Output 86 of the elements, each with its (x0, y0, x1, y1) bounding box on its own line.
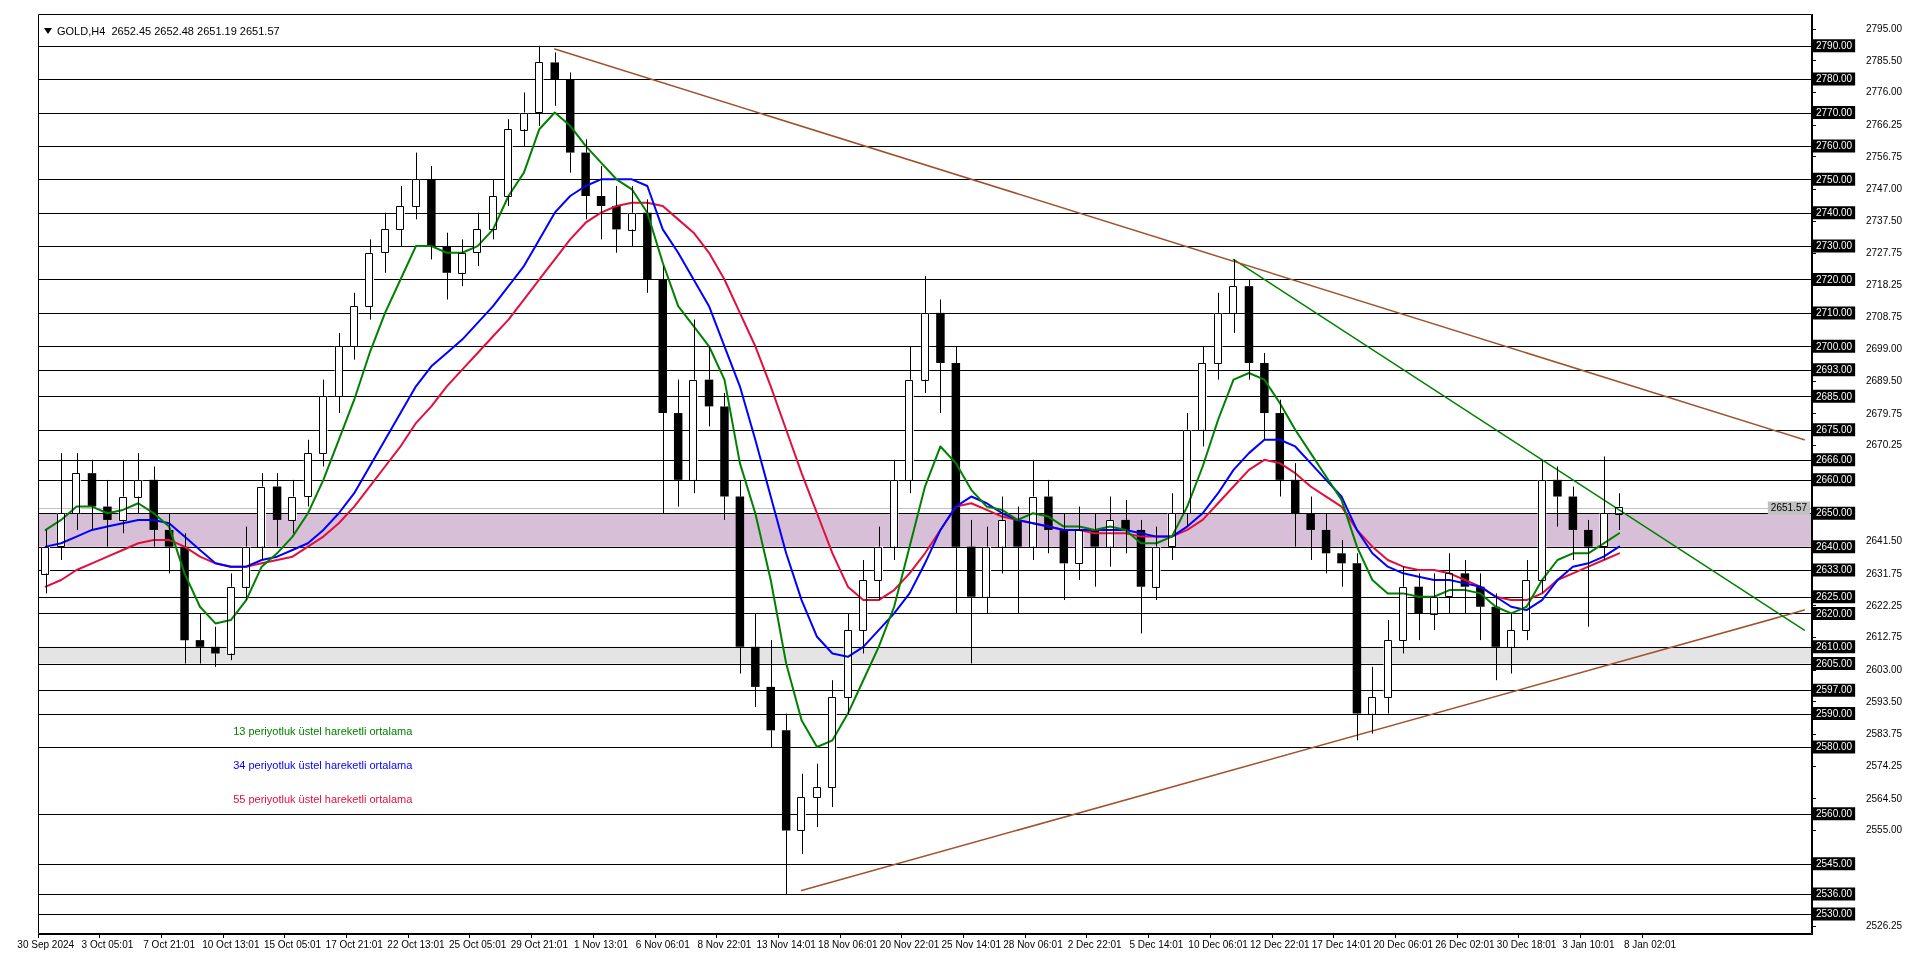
ref-line-label: 2660.00 (1816, 474, 1853, 486)
ref-line-label: 2693.00 (1816, 363, 1853, 375)
y-tick-label: 2603.00 (1866, 663, 1903, 675)
y-tick-label: 2718.25 (1866, 279, 1903, 291)
y-tick-label: 2747.00 (1866, 183, 1903, 195)
x-tick-label: 26 Dec 02:01 (1435, 938, 1496, 950)
y-tick-label: 2564.50 (1866, 792, 1903, 804)
y-tick-label: 2708.75 (1866, 310, 1903, 322)
x-tick-label: 30 Dec 18:01 (1496, 938, 1557, 950)
y-tick-label: 2737.50 (1866, 214, 1903, 226)
ref-line-label: 2625.00 (1816, 590, 1853, 602)
x-tick-label: 13 Nov 14:01 (756, 938, 817, 950)
ref-line-label: 2620.00 (1816, 607, 1853, 619)
ref-line-label: 2536.00 (1816, 888, 1853, 900)
ref-line-label: 2605.00 (1816, 657, 1853, 669)
ref-line-label: 2740.00 (1816, 206, 1853, 218)
y-tick-label: 2583.75 (1866, 728, 1903, 740)
ref-line-label: 2666.00 (1816, 454, 1853, 466)
ref-line-label: 2640.00 (1816, 540, 1853, 552)
x-tick-label: 8 Nov 22:01 (697, 938, 752, 950)
ref-line-label: 2650.00 (1816, 507, 1853, 519)
y-tick-label: 2612.75 (1866, 631, 1903, 643)
x-tick-label: 12 Dec 22:01 (1250, 938, 1310, 950)
x-tick-label: 20 Nov 22:01 (879, 938, 940, 950)
ref-line-label: 2545.00 (1816, 858, 1853, 870)
x-tick-label: 30 Sep 2024 (17, 938, 75, 950)
y-tick-label: 2756.75 (1866, 150, 1903, 162)
y-tick-label: 2631.75 (1866, 567, 1903, 579)
y-tick-label: 2526.25 (1866, 920, 1903, 932)
ref-line-label: 2685.00 (1816, 390, 1853, 402)
x-tick-label: 3 Jan 10:01 (1562, 938, 1615, 950)
text: 13 periyotluk üstel hareketli ortalama (233, 724, 414, 737)
x-tick-label: 2 Dec 22:01 (1067, 938, 1123, 950)
ref-line-label: 2610.00 (1816, 641, 1853, 653)
ref-line-label: 2790.00 (1816, 39, 1853, 51)
y-tick-label: 2699.00 (1866, 343, 1903, 355)
x-tick-label: 6 Nov 06:01 (635, 938, 691, 950)
ref-line-label: 2720.00 (1816, 273, 1853, 285)
x-tick-label: 17 Oct 21:01 (325, 938, 384, 950)
x-tick-label: 25 Nov 14:01 (941, 938, 1002, 950)
x-tick-label: 28 Nov 06:01 (1003, 938, 1064, 950)
y-tick-label: 2593.50 (1866, 695, 1903, 707)
ref-line-label: 2560.00 (1816, 808, 1853, 820)
x-tick-label: 10 Dec 06:01 (1188, 938, 1249, 950)
y-tick-label: 2574.25 (1866, 759, 1903, 771)
ref-line-label: 2710.00 (1816, 307, 1853, 319)
x-tick-label: 5 Dec 14:01 (1129, 938, 1184, 950)
text: 55 periyotluk üstel hareketli ortalama (233, 792, 414, 805)
x-tick-label: 1 Nov 13:01 (574, 938, 629, 950)
y-tick-label: 2689.50 (1866, 375, 1903, 387)
y-tick-label: 2555.00 (1866, 824, 1903, 836)
ref-line-label: 2580.00 (1816, 741, 1853, 753)
y-tick-label: 2641.50 (1866, 535, 1903, 547)
ref-line-label: 2760.00 (1816, 140, 1853, 152)
x-tick-label: 20 Dec 06:01 (1373, 938, 1434, 950)
x-tick-label: 22 Oct 13:01 (387, 938, 446, 950)
x-tick-label: 15 Oct 05:01 (263, 938, 322, 950)
ref-line-label: 2700.00 (1816, 340, 1853, 352)
y-tick-label: 2785.50 (1866, 54, 1903, 66)
ref-line-label: 2530.00 (1816, 908, 1853, 920)
x-tick-label: 29 Oct 21:01 (510, 938, 569, 950)
ref-line-label: 2590.00 (1816, 707, 1853, 719)
ref-line-label: 2780.00 (1816, 73, 1853, 85)
y-tick-label: 2670.25 (1866, 439, 1903, 451)
ref-line-label: 2730.00 (1816, 240, 1853, 252)
x-tick-label: 17 Dec 14:01 (1311, 938, 1372, 950)
y-tick-label: 2795.00 (1866, 22, 1903, 34)
ref-line-label: 2597.00 (1816, 684, 1853, 696)
x-tick-label: 25 Oct 05:01 (449, 938, 507, 950)
x-tick-label: 3 Oct 05:01 (81, 938, 134, 950)
y-tick-label: 2679.75 (1866, 407, 1903, 419)
ref-line-label: 2750.00 (1816, 173, 1853, 185)
ref-line-label: 2651.57 (1770, 502, 1808, 514)
x-tick-label: 10 Oct 13:01 (202, 938, 260, 950)
ref-line-label: 2770.00 (1816, 106, 1853, 118)
ref-line-label: 2633.00 (1816, 564, 1853, 576)
y-tick-label: 2776.00 (1866, 86, 1903, 98)
x-tick-label: 7 Oct 21:01 (143, 938, 196, 950)
text: 34 periyotluk üstel hareketli ortalama (233, 758, 414, 771)
y-tick-label: 2766.25 (1866, 118, 1903, 130)
x-tick-label: 18 Nov 06:01 (818, 938, 879, 950)
text: GOLD,H4 2652.45 2652.48 2651.19 2651.57 (57, 25, 280, 37)
ref-line-label: 2675.00 (1816, 424, 1853, 435)
y-tick-label: 2622.25 (1866, 599, 1903, 611)
x-tick-label: 8 Jan 02:01 (1623, 938, 1677, 950)
y-tick-label: 2727.75 (1866, 247, 1903, 259)
